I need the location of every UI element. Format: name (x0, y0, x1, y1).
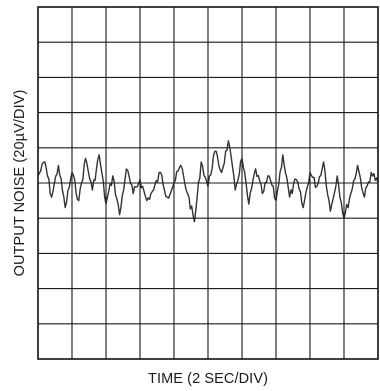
x-axis-label: TIME (2 SEC/DIV) (148, 371, 268, 387)
y-axis-label: OUTPUT NOISE (20µV/DIV) (12, 90, 28, 277)
